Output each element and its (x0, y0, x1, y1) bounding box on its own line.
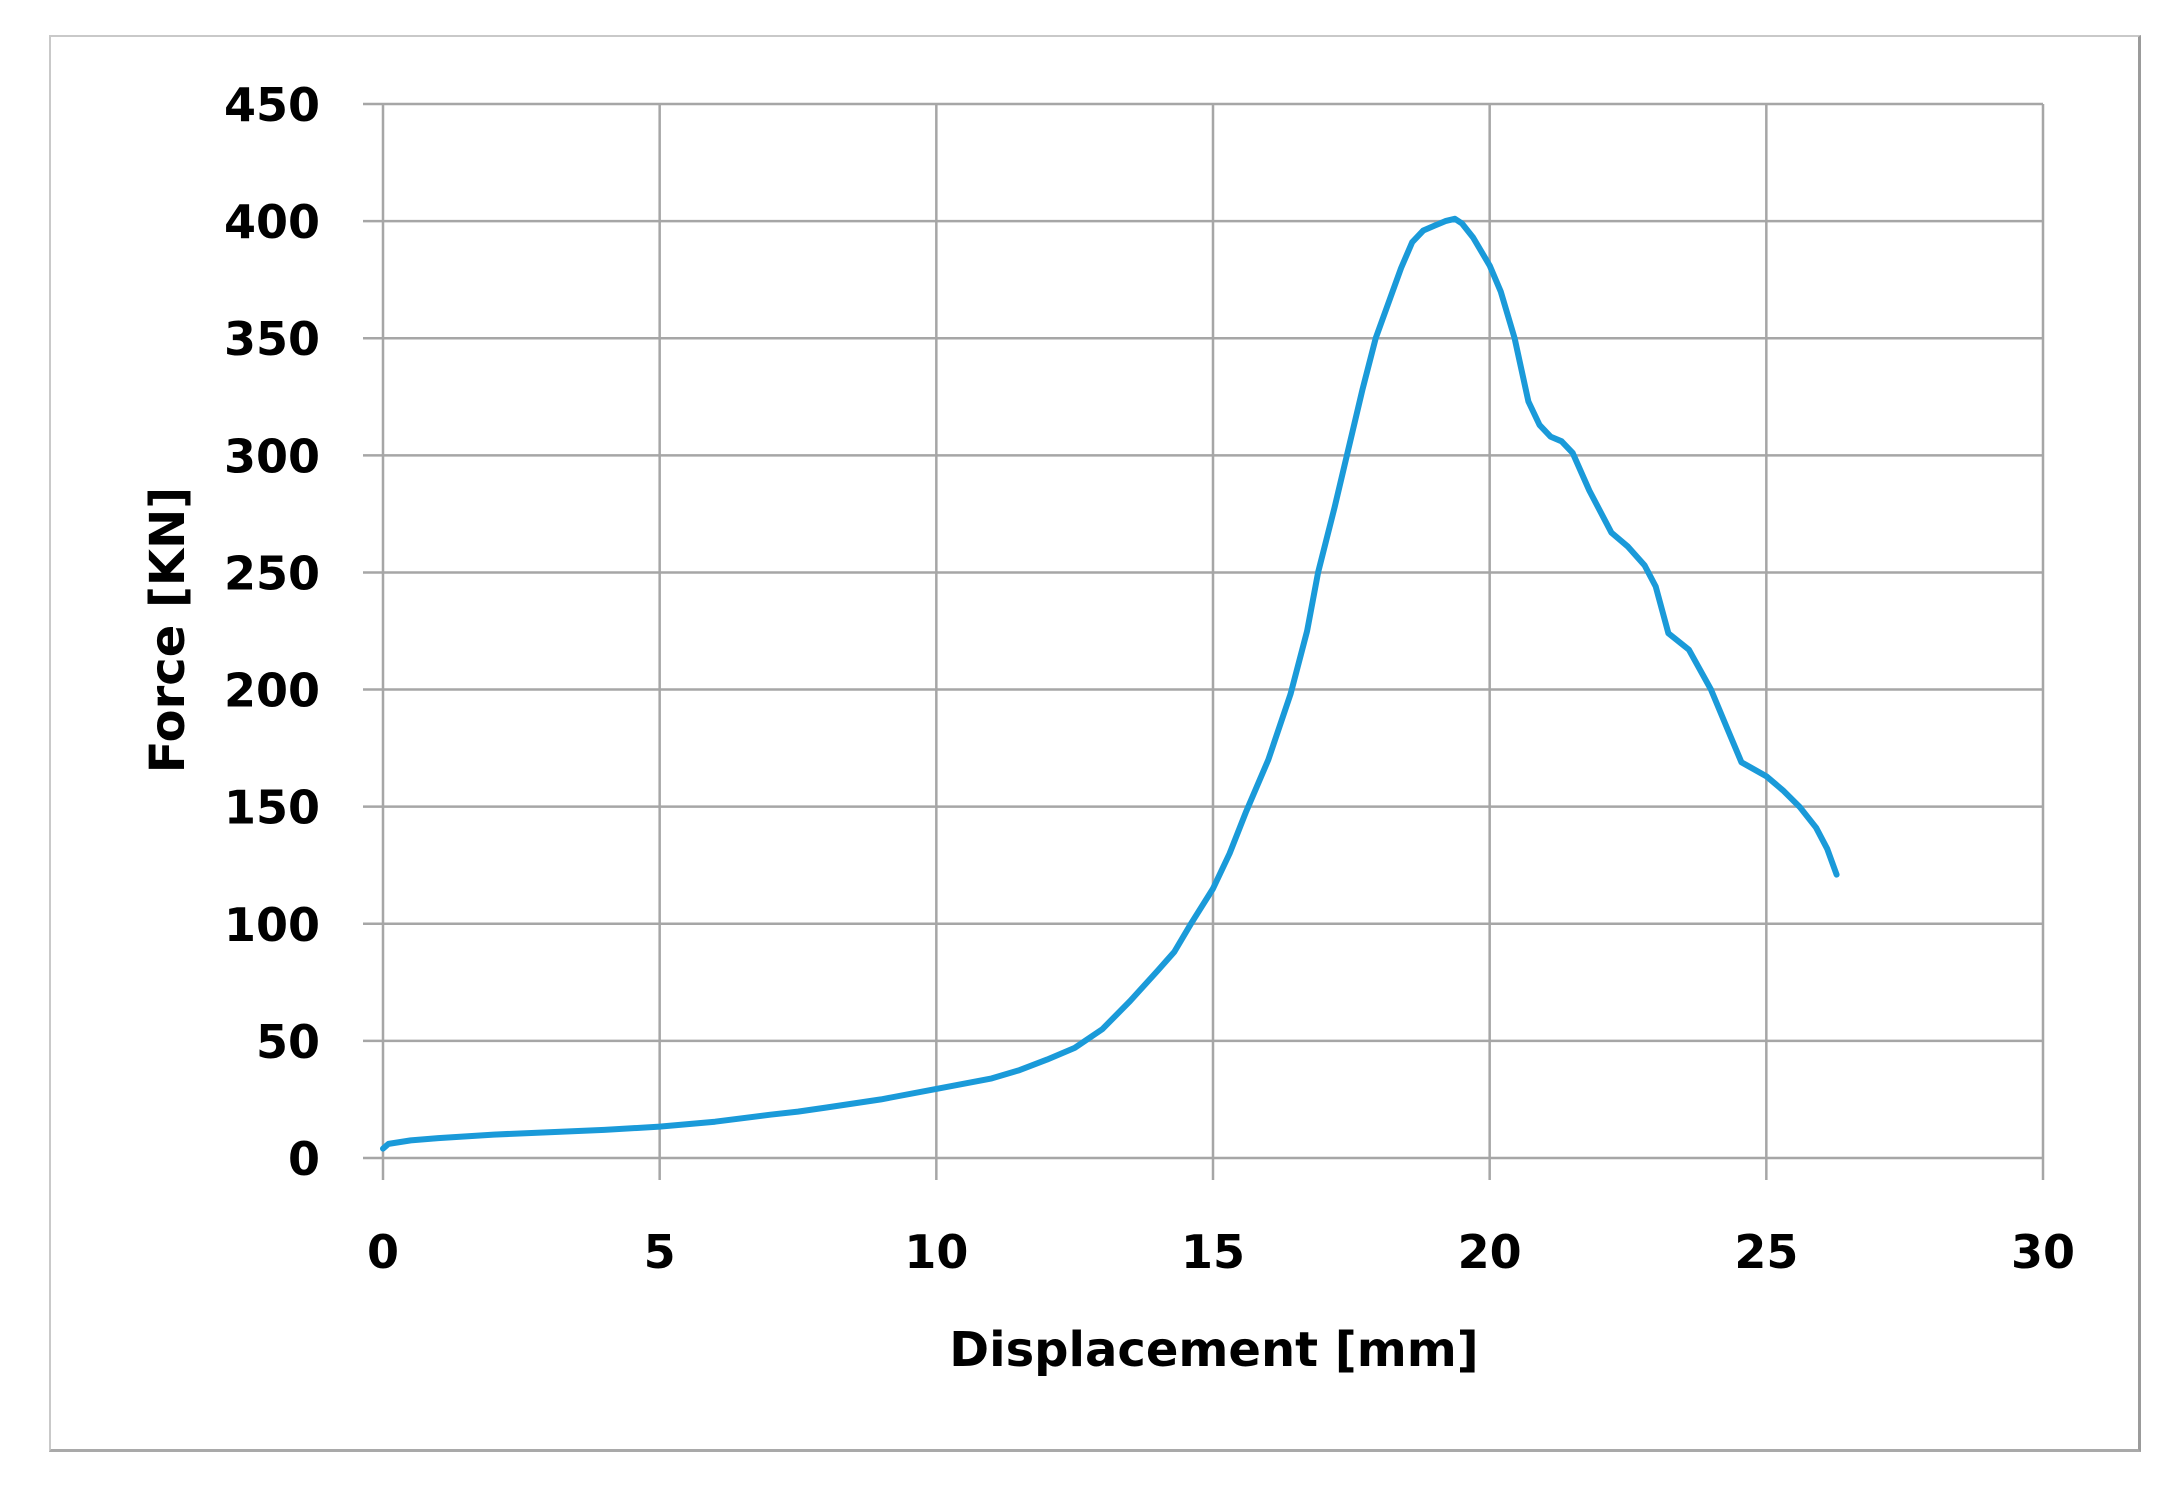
y-tick-label: 150 (224, 781, 320, 835)
x-tick-label: 20 (1458, 1225, 1522, 1279)
x-tick-label: 15 (1181, 1225, 1245, 1279)
axis-ticks (363, 102, 2045, 1180)
y-axis-tick-labels: 0 50 100 150 200 250 300 350 400 450 (224, 78, 320, 1186)
grid-lines (381, 102, 2045, 1160)
plot-area (380, 215, 1840, 1152)
chart-frame (49, 35, 2141, 1452)
y-tick-label: 0 (288, 1132, 320, 1186)
y-tick-label: 400 (224, 195, 320, 249)
x-tick-label: 0 (367, 1225, 399, 1279)
y-tick-label: 300 (224, 429, 320, 483)
force-displacement-line (380, 215, 1840, 1152)
x-axis-title: Displacement [mm] (949, 1322, 1478, 1378)
x-tick-label: 30 (2011, 1225, 2075, 1279)
y-tick-label: 350 (224, 312, 320, 366)
y-axis-title: Force [KN] (140, 487, 196, 773)
x-tick-label: 10 (904, 1225, 968, 1279)
y-tick-label: 50 (256, 1015, 320, 1069)
y-tick-label: 250 (224, 546, 320, 600)
y-tick-label: 450 (224, 78, 320, 132)
x-tick-label: 5 (644, 1225, 676, 1279)
x-tick-label: 25 (1734, 1225, 1798, 1279)
y-tick-label: 200 (224, 664, 320, 718)
x-axis-tick-labels: 0 5 10 15 20 25 30 (367, 1225, 2075, 1279)
y-tick-label: 100 (224, 898, 320, 952)
